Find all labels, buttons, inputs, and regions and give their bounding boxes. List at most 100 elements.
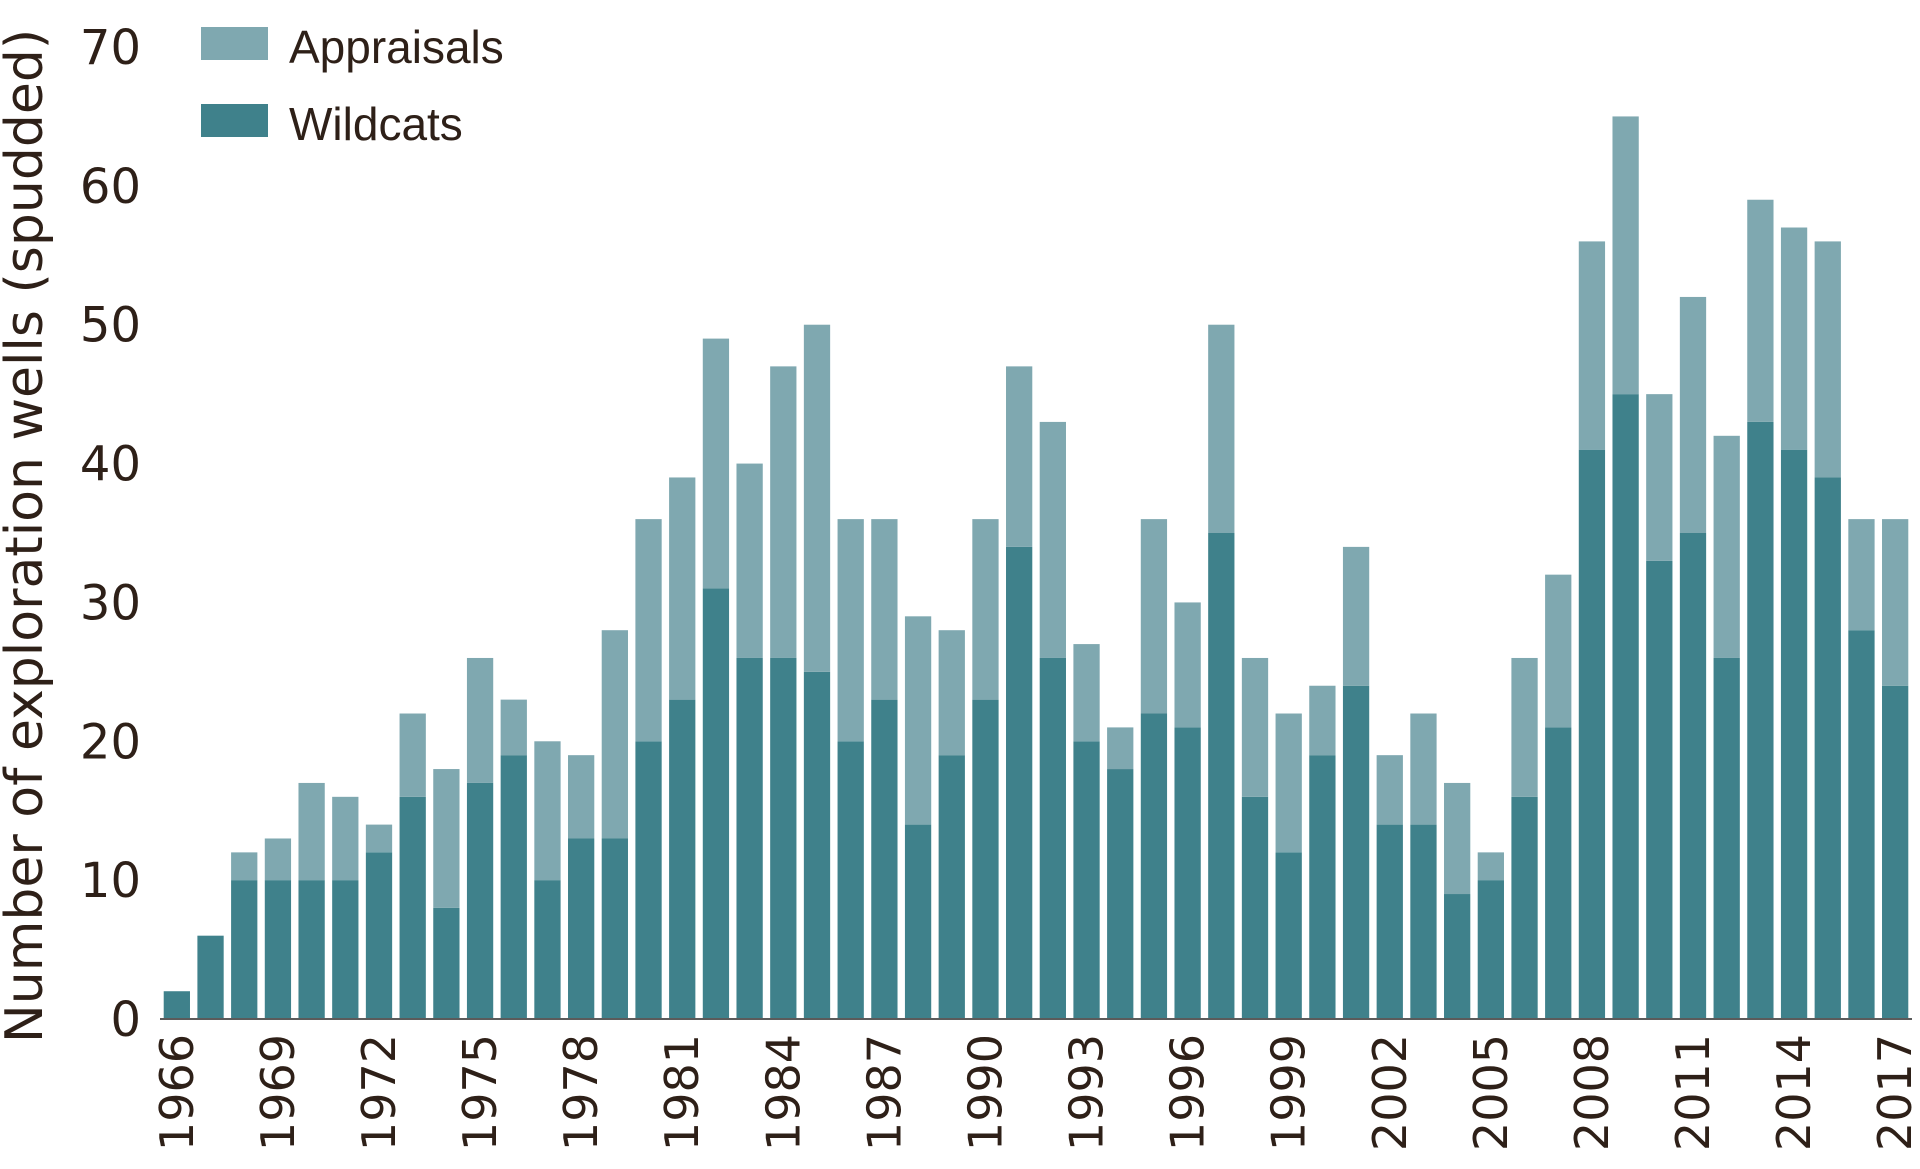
bar-wildcats-2010 <box>1646 560 1673 1019</box>
bar-wildcats-2015 <box>1814 477 1841 1019</box>
bar-appraisals-2002 <box>1376 755 1403 825</box>
x-tick-label-1996: 1996 <box>1161 1034 1215 1151</box>
x-axis-ticks: 1966 1969 1972 1975 1978 1981 1984 1987 1990 1993… <box>150 1034 1920 1151</box>
x-tick-label-1975: 1975 <box>453 1034 507 1151</box>
bar-wildcats-1990 <box>972 699 999 1019</box>
x-tick-label-1969: 1969 <box>251 1034 305 1151</box>
bar-appraisals-2008 <box>1578 241 1606 450</box>
bar-appraisals-1977 <box>534 741 561 881</box>
legend: Appraisals Wildcats <box>201 21 504 150</box>
bar-appraisals-2017 <box>1882 519 1909 686</box>
y-tick-label-70: 70 <box>80 20 141 76</box>
bar-wildcats-1986 <box>837 741 864 1019</box>
x-tick-label-2011: 2011 <box>1666 1034 1720 1151</box>
bar-wildcats-1997 <box>1208 533 1235 1019</box>
bar-appraisals-1989 <box>938 630 965 756</box>
bar-appraisals-1976 <box>500 699 527 756</box>
y-tick-label-30: 30 <box>80 575 141 631</box>
bar-appraisals-2009 <box>1612 116 1639 395</box>
x-tick-label-1999: 1999 <box>1262 1034 1316 1151</box>
x-tick-label-2008: 2008 <box>1565 1034 1619 1151</box>
y-tick-label-10: 10 <box>80 853 141 909</box>
y-tick-label-0: 0 <box>110 992 141 1048</box>
x-tick-label-1981: 1981 <box>655 1034 709 1151</box>
bar-appraisals-2013 <box>1747 199 1774 422</box>
bar-appraisals-1986 <box>837 519 864 742</box>
bar-wildcats-1972 <box>365 852 393 1019</box>
bar-appraisals-1971 <box>332 796 359 881</box>
bar-appraisals-2016 <box>1848 519 1875 631</box>
bar-appraisals-2006 <box>1511 657 1538 797</box>
bars-layer <box>163 116 1909 1020</box>
bar-wildcats-1982 <box>702 588 730 1019</box>
bar-appraisals-1996 <box>1174 602 1201 728</box>
y-axis-label: Number of exploration wells (spudded) <box>0 29 55 1043</box>
bar-wildcats-2005 <box>1477 880 1504 1019</box>
bar-wildcats-1981 <box>669 699 696 1019</box>
bar-appraisals-1984 <box>770 366 797 658</box>
bar-wildcats-1993 <box>1073 741 1100 1019</box>
bar-wildcats-1988 <box>904 824 932 1019</box>
bar-wildcats-2006 <box>1511 796 1538 1019</box>
bar-wildcats-2017 <box>1882 685 1909 1019</box>
bar-appraisals-2011 <box>1679 296 1707 533</box>
bar-wildcats-2011 <box>1679 533 1707 1019</box>
bar-appraisals-1980 <box>635 519 662 742</box>
bar-wildcats-2007 <box>1545 727 1572 1019</box>
bar-wildcats-1989 <box>938 755 965 1019</box>
bar-appraisals-1975 <box>466 657 494 783</box>
bar-appraisals-1992 <box>1039 421 1066 658</box>
bar-wildcats-2008 <box>1578 449 1606 1020</box>
bar-appraisals-1997 <box>1208 324 1235 533</box>
bar-wildcats-1984 <box>770 657 797 1019</box>
x-tick-label-2005: 2005 <box>1464 1034 1518 1151</box>
bar-appraisals-2005 <box>1477 852 1504 881</box>
bar-appraisals-2004 <box>1444 782 1471 895</box>
bar-appraisals-1991 <box>1006 366 1033 547</box>
bar-appraisals-1998 <box>1241 657 1269 797</box>
bar-wildcats-1970 <box>298 880 325 1019</box>
legend-label-appraisals: Appraisals <box>289 21 504 73</box>
bar-appraisals-1990 <box>972 519 999 700</box>
bar-appraisals-2014 <box>1780 227 1808 450</box>
bar-appraisals-1987 <box>871 519 898 700</box>
x-tick-label-2002: 2002 <box>1363 1034 1417 1151</box>
bar-appraisals-1970 <box>298 782 325 881</box>
bar-wildcats-1985 <box>803 671 831 1019</box>
y-axis-ticks: 0 10 20 30 40 50 60 70 <box>80 20 141 1048</box>
bar-wildcats-1971 <box>332 880 359 1019</box>
bar-wildcats-1998 <box>1241 796 1269 1019</box>
x-tick-label-1966: 1966 <box>150 1034 204 1151</box>
bar-wildcats-2004 <box>1444 894 1471 1019</box>
y-tick-label-20: 20 <box>80 714 141 770</box>
bar-wildcats-1994 <box>1107 769 1134 1019</box>
bar-wildcats-1983 <box>736 657 763 1019</box>
bar-appraisals-1981 <box>669 477 696 700</box>
bar-appraisals-1973 <box>399 713 426 797</box>
bar-appraisals-1978 <box>568 755 595 839</box>
x-tick-label-2014: 2014 <box>1767 1034 1821 1151</box>
bar-wildcats-2009 <box>1612 394 1639 1020</box>
bar-wildcats-2012 <box>1713 657 1740 1019</box>
bar-appraisals-1979 <box>601 630 628 839</box>
bar-wildcats-2003 <box>1410 824 1437 1019</box>
bar-wildcats-1974 <box>433 907 460 1019</box>
x-tick-label-1984: 1984 <box>756 1034 810 1151</box>
legend-swatch-appraisals <box>201 27 268 60</box>
y-tick-label-60: 60 <box>80 159 141 215</box>
bar-wildcats-1977 <box>534 880 561 1019</box>
bar-wildcats-2014 <box>1780 449 1808 1020</box>
bar-appraisals-2007 <box>1545 574 1572 728</box>
bar-appraisals-1988 <box>904 616 932 825</box>
bar-wildcats-1969 <box>264 880 292 1019</box>
bar-appraisals-1995 <box>1140 519 1168 714</box>
bar-wildcats-1995 <box>1140 713 1168 1019</box>
bar-wildcats-2000 <box>1309 755 1336 1019</box>
bar-appraisals-1985 <box>803 324 831 672</box>
bar-wildcats-1967 <box>197 935 224 1019</box>
bar-wildcats-1999 <box>1275 852 1302 1019</box>
bar-wildcats-1991 <box>1006 546 1033 1019</box>
x-tick-label-1972: 1972 <box>352 1034 406 1151</box>
bar-wildcats-1987 <box>871 699 898 1019</box>
bar-appraisals-1999 <box>1275 713 1302 853</box>
